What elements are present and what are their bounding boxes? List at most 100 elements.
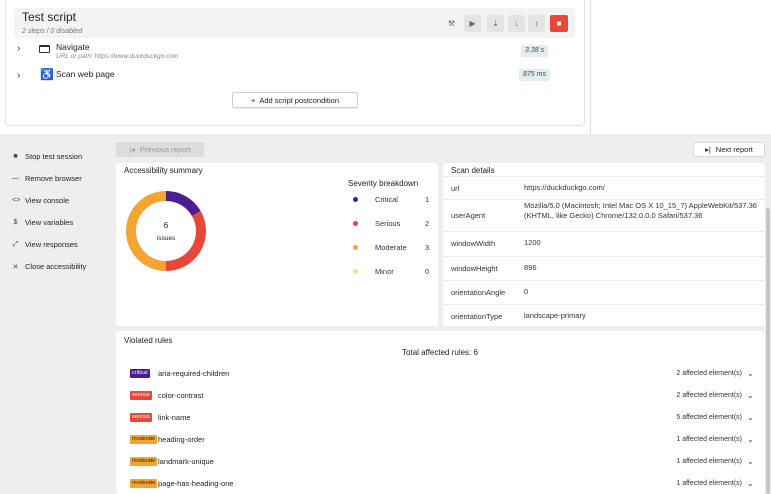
accessibility-summary-title: Accessibility summary (124, 166, 203, 175)
severity-count: 0 (425, 267, 430, 276)
dollar-icon: $ (13, 219, 18, 226)
chevron-down-icon[interactable]: ⌄ (747, 435, 754, 444)
close-accessibility-button[interactable]: ✕ Close accessibility (12, 262, 87, 271)
play-icon[interactable]: ▶ (464, 15, 481, 32)
add-script-postcondition-button[interactable]: + Add script postcondition (232, 92, 358, 108)
affected-count: 5 affected element(s) (676, 414, 742, 421)
severity-count: 2 (425, 219, 430, 228)
severity-badge: critical (130, 369, 150, 378)
step-label[interactable]: Navigate (56, 42, 90, 52)
scan-details-card (443, 163, 765, 326)
view-variables-button[interactable]: $ View variables (12, 218, 74, 227)
scan-row-divider (443, 199, 765, 200)
scan-details-title: Scan details (451, 166, 495, 175)
severity-label: Moderate (375, 243, 407, 252)
affected-count: 1 affected element(s) (676, 480, 742, 487)
scan-value: Mozilla/5.0 (Macintosh; Intel Mac OS X 1… (524, 201, 757, 220)
severity-badge: serious (130, 413, 152, 422)
stop-square-icon: ■ (13, 153, 18, 160)
accessibility-person-icon: ♿ (40, 69, 54, 81)
expand-chevron-icon[interactable]: › (17, 70, 21, 81)
scan-value: 1200 (524, 238, 541, 247)
step-duration-badge: 875 ms (519, 69, 550, 81)
severity-badge: moderate (130, 479, 158, 488)
severity-count: 1 (425, 195, 430, 204)
affected-count: 2 affected element(s) (676, 392, 742, 399)
scan-row-divider (443, 256, 765, 257)
scan-key: windowHeight (451, 264, 498, 273)
menu-label: Stop test session (25, 152, 83, 161)
severity-label: Critical (375, 195, 398, 204)
browser-window-icon (39, 45, 50, 53)
scan-value: 896 (524, 263, 537, 272)
severity-badge: moderate (130, 457, 158, 466)
chevron-down-icon[interactable]: ⌄ (747, 413, 754, 422)
scan-value: landscape-primary (524, 311, 586, 320)
severity-breakdown-title: Severity breakdown (348, 179, 419, 188)
test-script-subtitle: 2 steps / 0 disabled (22, 28, 83, 35)
scan-row-divider (443, 176, 765, 177)
test-script-title: Test script (22, 10, 77, 24)
step-down-icon[interactable]: ↓ (508, 15, 525, 32)
rule-name[interactable]: page-has-heading-one (158, 479, 234, 488)
rule-name[interactable]: landmark-unique (158, 457, 214, 466)
menu-label: Remove browser (25, 174, 82, 183)
severity-badge: serious (130, 391, 152, 400)
step-label[interactable]: Scan web page (56, 69, 115, 79)
serious-dot-icon (353, 221, 358, 226)
issues-donut-chart: 6 issues (126, 191, 206, 271)
scan-value: https://duckduckgo.com/ (524, 183, 605, 192)
menu-label: View responses (25, 240, 78, 249)
rule-name[interactable]: heading-order (158, 435, 205, 444)
donut-slice-moderate (126, 191, 167, 271)
severity-label: Minor (375, 267, 394, 276)
scan-value: 0 (524, 287, 529, 296)
scan-key: orientationType (451, 312, 503, 321)
violated-rules-title: Violated rules (124, 336, 173, 345)
scan-row-divider (443, 304, 765, 305)
view-console-button[interactable]: <> View console (12, 196, 69, 205)
remove-browser-button[interactable]: — Remove browser (12, 174, 82, 183)
minus-icon: — (12, 175, 19, 182)
stop-icon[interactable]: ■ (550, 15, 568, 32)
rule-name[interactable]: link-name (158, 413, 191, 422)
rule-name[interactable]: color-contrast (158, 391, 204, 400)
view-responses-button[interactable]: ⤢ View responses (12, 240, 78, 249)
tools-icon[interactable]: ⚒ (447, 19, 456, 28)
next-report-button[interactable]: ▸| Next report (693, 142, 765, 157)
next-report-label: Next report (715, 145, 753, 154)
menu-label: Close accessibility (25, 262, 87, 271)
moderate-dot-icon (353, 245, 358, 250)
chevron-down-icon[interactable]: ⌄ (747, 457, 754, 466)
total-affected-rules: Total affected rules: 6 (402, 348, 478, 357)
right-panel (590, 0, 771, 134)
code-icon: <> (12, 197, 21, 204)
chevron-down-icon[interactable]: ⌄ (747, 391, 754, 400)
donut-slice-critical (165, 191, 201, 217)
close-icon: ✕ (12, 263, 19, 271)
vertical-scrollbar[interactable] (766, 208, 770, 494)
menu-label: View variables (25, 218, 74, 227)
rule-name[interactable]: aria-required-children (158, 369, 230, 378)
step-both-icon[interactable]: ↕ (528, 15, 545, 32)
step-duration-badge: 3.38 s (521, 45, 549, 57)
severity-badge: moderate (130, 435, 158, 444)
scan-row-divider (443, 231, 765, 232)
menu-label: View console (25, 196, 70, 205)
accessibility-summary-card (116, 163, 438, 326)
violated-rules-card (116, 331, 765, 494)
previous-report-label: Previous report (139, 145, 191, 154)
chevron-down-icon[interactable]: ⌄ (747, 369, 754, 378)
scan-key: userAgent (451, 211, 486, 220)
scan-row-divider (443, 280, 765, 281)
severity-label: Serious (375, 219, 401, 228)
previous-report-button[interactable]: |◂ Previous report (116, 142, 204, 157)
step-over-icon[interactable]: ⇣ (487, 15, 504, 32)
expand-chevron-icon[interactable]: › (17, 43, 21, 54)
chevron-down-icon[interactable]: ⌄ (747, 479, 754, 488)
critical-dot-icon (353, 197, 358, 202)
affected-count: 2 affected element(s) (676, 370, 742, 377)
stop-test-session-button[interactable]: ■ Stop test session (12, 152, 82, 161)
issues-label: issues (157, 235, 176, 242)
donut-slice-serious (165, 211, 206, 271)
